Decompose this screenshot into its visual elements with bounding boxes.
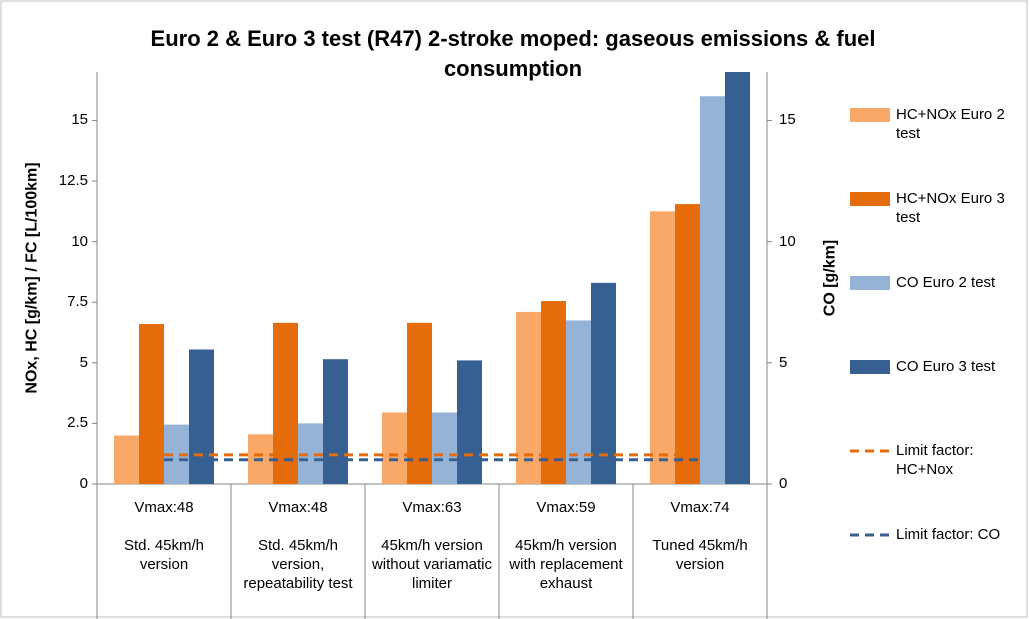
legend-label: HC+NOx Euro 3 test [896, 190, 1005, 226]
legend-swatch [850, 108, 890, 122]
y2-tick-label: 0 [779, 475, 788, 492]
bar [700, 96, 725, 484]
bar [114, 435, 139, 484]
legend-label: HC+NOx Euro 2 test [896, 106, 1005, 142]
bar [189, 349, 214, 484]
bar [407, 322, 432, 484]
y-tick-label: 0 [79, 475, 88, 492]
y-tick-label: 7.5 [67, 293, 88, 311]
y-tick-label: 10 [71, 232, 88, 250]
category-description: 45km/h version with replacement exhaust [509, 537, 623, 592]
legend-swatch [850, 192, 890, 206]
x-tick-label: Vmax:63 [402, 499, 462, 516]
y-axis-title: NOx, HC [g/km] / FC [L/100km] [23, 162, 41, 394]
chart-title: Euro 2 & Euro 3 test (R47) 2-stroke mope… [150, 26, 876, 81]
x-tick-label: Vmax:48 [268, 499, 328, 516]
bar [382, 412, 407, 484]
x-tick-label: Vmax:48 [134, 499, 194, 516]
bar [725, 72, 750, 484]
bar [139, 324, 164, 484]
legend-label: CO Euro 3 test [896, 358, 996, 375]
y2-tick-label: 5 [779, 353, 788, 371]
bar [323, 359, 348, 484]
x-tick-label: Vmax:59 [536, 499, 596, 516]
y2-tick-label: 10 [779, 232, 796, 250]
bar [566, 320, 591, 484]
category-description: Std. 45km/h version, repeatability test [243, 537, 353, 592]
legend-label: CO Euro 2 test [896, 274, 996, 291]
y-tick-label: 5 [79, 353, 88, 371]
bar [541, 301, 566, 484]
y-tick-label: 2.5 [67, 414, 88, 432]
bar [273, 322, 298, 484]
bar [432, 412, 457, 484]
category-description: Std. 45km/h version [123, 537, 205, 573]
x-tick-label: Vmax:74 [670, 499, 730, 516]
y2-tick-label: 15 [779, 111, 796, 129]
legend-label: Limit factor: CO [896, 526, 1001, 543]
category-description: 45km/h version without variamatic limite… [371, 537, 493, 592]
legend-swatch [850, 360, 890, 374]
bar [650, 211, 675, 484]
legend-label: Limit factor: HC+Nox [896, 442, 974, 478]
bar [516, 311, 541, 484]
bar [675, 204, 700, 485]
y-tick-label: 15 [71, 111, 88, 129]
bar [457, 360, 482, 484]
category-description: Tuned 45km/h version [652, 537, 748, 573]
y-tick-label: 12.5 [58, 172, 88, 190]
legend-swatch [850, 276, 890, 290]
bar [591, 282, 616, 484]
y2-axis-title: CO [g/km] [821, 239, 839, 317]
